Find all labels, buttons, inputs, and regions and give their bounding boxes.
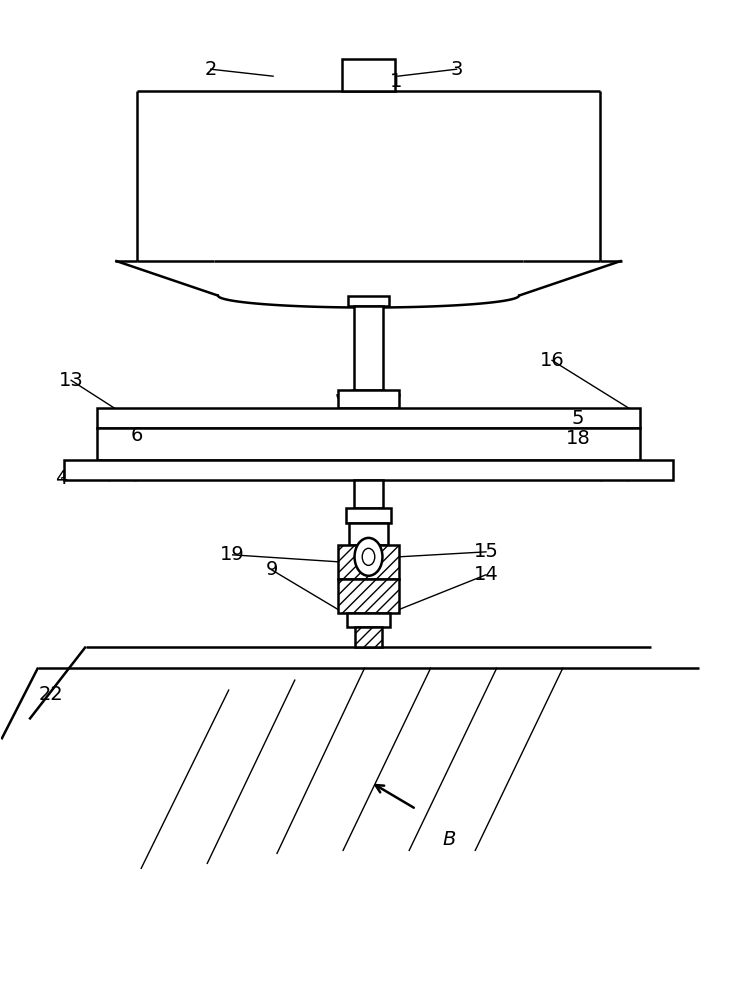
- Bar: [348, 296, 389, 306]
- Text: 9: 9: [265, 560, 278, 579]
- Circle shape: [362, 548, 375, 565]
- Text: 18: 18: [565, 429, 590, 448]
- Bar: [354, 306, 383, 390]
- Bar: [338, 579, 399, 613]
- Text: 16: 16: [539, 351, 565, 370]
- Text: 19: 19: [220, 545, 245, 564]
- Bar: [338, 545, 399, 579]
- Bar: [355, 627, 382, 647]
- Text: 22: 22: [39, 685, 63, 704]
- Text: 2: 2: [204, 60, 217, 79]
- Bar: [64, 460, 673, 480]
- Circle shape: [354, 538, 383, 576]
- Bar: [342, 59, 395, 91]
- Bar: [347, 613, 390, 627]
- Text: 14: 14: [474, 565, 498, 584]
- Text: 15: 15: [474, 542, 498, 561]
- Bar: [354, 480, 383, 508]
- Text: 5: 5: [571, 409, 584, 428]
- Bar: [346, 508, 391, 523]
- Text: 13: 13: [59, 371, 83, 390]
- Text: 3: 3: [450, 60, 463, 79]
- Bar: [349, 523, 388, 545]
- Bar: [338, 390, 399, 408]
- Text: B: B: [443, 830, 456, 849]
- Text: 6: 6: [131, 426, 144, 445]
- Bar: [97, 428, 640, 460]
- Text: 1: 1: [389, 72, 402, 91]
- Text: 4: 4: [55, 469, 68, 488]
- Bar: [97, 408, 640, 428]
